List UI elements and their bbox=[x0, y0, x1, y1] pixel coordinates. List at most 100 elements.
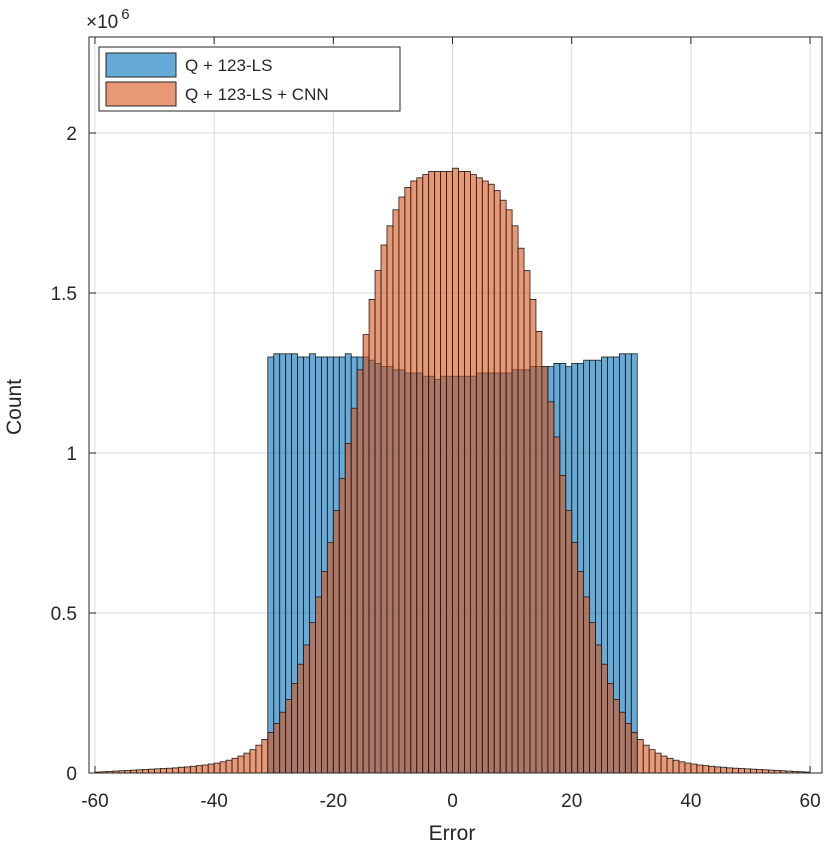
histogram-bar bbox=[189, 765, 197, 774]
histogram-bar bbox=[624, 353, 632, 774]
x-tick-label: 40 bbox=[680, 791, 701, 812]
histogram-bar bbox=[684, 762, 692, 774]
histogram-bar bbox=[690, 763, 698, 774]
histogram-bar bbox=[517, 247, 525, 774]
histogram-bar bbox=[493, 190, 501, 774]
series-1-bars bbox=[94, 167, 811, 774]
histogram-bar bbox=[726, 767, 734, 774]
histogram-bar bbox=[618, 353, 626, 774]
histogram-bar bbox=[440, 170, 447, 774]
histogram-bar bbox=[607, 683, 614, 774]
histogram-bar bbox=[416, 177, 424, 774]
y-tick-label: 1 bbox=[66, 444, 77, 465]
histogram-bar bbox=[434, 170, 442, 774]
histogram-bar bbox=[392, 209, 400, 774]
histogram-bar bbox=[565, 510, 573, 774]
histogram-bars bbox=[94, 167, 811, 774]
histogram-bar bbox=[362, 334, 370, 774]
histogram-bar bbox=[732, 767, 739, 774]
histogram-bar bbox=[630, 353, 638, 774]
x-tick-label: -20 bbox=[320, 791, 347, 812]
histogram-bar bbox=[583, 596, 590, 774]
histogram-bar bbox=[559, 474, 567, 774]
histogram-bar bbox=[219, 761, 227, 774]
histogram-bar bbox=[195, 765, 203, 774]
histogram-bar bbox=[446, 170, 453, 774]
histogram-bar bbox=[303, 644, 310, 774]
histogram-bar bbox=[404, 186, 412, 774]
histogram-bar bbox=[321, 571, 328, 774]
histogram-bar bbox=[708, 765, 716, 774]
histogram-bar bbox=[422, 174, 430, 774]
histogram-bar bbox=[678, 761, 686, 774]
histogram-bar bbox=[702, 765, 710, 774]
histogram-bar bbox=[279, 353, 287, 774]
histogram-bar bbox=[368, 298, 376, 774]
histogram-bar bbox=[267, 356, 275, 774]
histogram-bar bbox=[160, 768, 167, 774]
histogram-bar bbox=[273, 723, 281, 774]
histogram-bar bbox=[636, 739, 644, 774]
x-tick-label: 60 bbox=[800, 791, 821, 812]
histogram-bar bbox=[672, 759, 680, 774]
legend-swatch-q-123-ls-cnn bbox=[105, 81, 177, 107]
legend: Q + 123-LS Q + 123-LS + CNN bbox=[98, 46, 401, 112]
histogram-bar bbox=[505, 209, 513, 774]
histogram-bar bbox=[297, 663, 304, 774]
plot-frame bbox=[88, 36, 823, 774]
histogram-bar bbox=[255, 744, 263, 774]
histogram-bar bbox=[577, 571, 585, 774]
histogram-bar bbox=[750, 768, 757, 774]
histogram-bar bbox=[225, 759, 233, 774]
histogram-bar bbox=[511, 225, 519, 774]
x-tick-label: -40 bbox=[200, 791, 227, 812]
histogram-bar bbox=[595, 644, 602, 774]
y-tick-label: 0.5 bbox=[51, 604, 77, 625]
y-tick-label: 0 bbox=[66, 764, 77, 785]
histogram-bar bbox=[142, 769, 149, 774]
y-axis-label: Count bbox=[3, 379, 26, 435]
histogram-bar bbox=[380, 244, 388, 774]
histogram-bar bbox=[410, 180, 418, 774]
histogram-bar bbox=[613, 699, 620, 774]
histogram-bar bbox=[231, 757, 239, 774]
histogram-bar bbox=[213, 762, 221, 774]
legend-label-q-123-ls: Q + 123-LS bbox=[185, 56, 272, 75]
histogram-bar bbox=[154, 768, 161, 774]
y-tick-label: 1.5 bbox=[51, 284, 77, 305]
y-axis-multiplier: ×10 6 bbox=[86, 6, 130, 33]
histogram-bar bbox=[273, 353, 281, 774]
histogram-bar bbox=[315, 596, 322, 774]
histogram-bar bbox=[648, 749, 656, 774]
histogram-bar bbox=[714, 766, 722, 774]
histogram-bar bbox=[738, 768, 745, 774]
histogram-bar bbox=[183, 766, 191, 774]
histogram-bar bbox=[452, 167, 459, 774]
histogram-bar bbox=[267, 731, 275, 774]
histogram-bar bbox=[464, 170, 471, 774]
histogram-bar bbox=[618, 711, 626, 774]
histogram-bar bbox=[350, 407, 358, 774]
histogram-bar bbox=[201, 764, 209, 774]
histogram-bar bbox=[398, 196, 406, 774]
histogram-bar bbox=[630, 731, 638, 774]
histogram-bar bbox=[374, 270, 382, 774]
histogram-bar bbox=[249, 749, 257, 774]
x-tick-label: -60 bbox=[81, 791, 108, 812]
x-tick-label: 0 bbox=[447, 791, 458, 812]
histogram-bar bbox=[499, 199, 507, 774]
histogram-bar bbox=[344, 442, 352, 774]
y-tick-label: 2 bbox=[66, 124, 77, 145]
histogram-bar bbox=[696, 764, 704, 774]
histogram-bar bbox=[291, 683, 298, 774]
histogram-bar bbox=[285, 699, 293, 774]
histogram-bar bbox=[720, 766, 728, 774]
histogram-bar bbox=[338, 478, 346, 774]
x-axis-label: Error bbox=[429, 822, 476, 845]
histogram-bar bbox=[654, 752, 662, 774]
histogram-bar bbox=[386, 225, 394, 774]
histogram-bar bbox=[356, 369, 364, 774]
histogram-bar bbox=[666, 757, 674, 774]
histogram-bar bbox=[541, 366, 549, 774]
histogram-bar bbox=[744, 768, 751, 774]
